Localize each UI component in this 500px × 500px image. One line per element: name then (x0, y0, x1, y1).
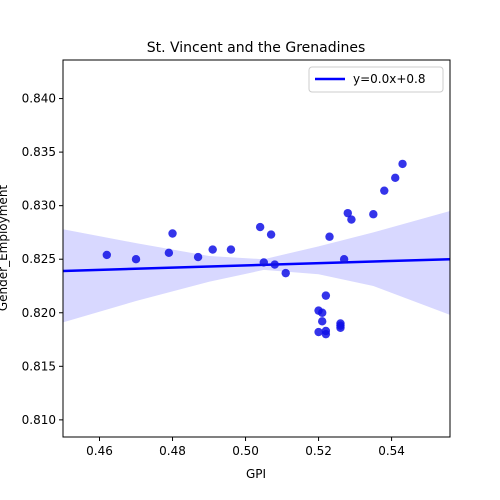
data-point (380, 186, 389, 195)
y-tick-label: 0.820 (22, 306, 56, 320)
data-point (164, 248, 174, 257)
data-point (321, 329, 331, 339)
y-tick-label: 0.835 (22, 145, 56, 159)
data-point (339, 255, 349, 264)
data-point (131, 255, 141, 264)
data-point (314, 327, 323, 337)
plot-area (63, 159, 450, 339)
x-tick-label: 0.50 (232, 444, 259, 458)
y-tick-label: 0.840 (22, 92, 56, 106)
data-point (102, 250, 112, 260)
data-point (336, 323, 345, 332)
data-point (343, 208, 352, 218)
scatter-points (102, 159, 407, 339)
x-tick-label: 0.54 (378, 444, 405, 458)
data-point (318, 308, 327, 317)
data-point (259, 258, 269, 267)
data-point (369, 210, 378, 219)
y-tick-label: 0.810 (22, 413, 56, 427)
data-point (255, 222, 265, 232)
data-point (318, 317, 327, 326)
data-point (281, 268, 290, 278)
data-point (208, 245, 217, 254)
data-point (193, 252, 203, 262)
data-point (398, 159, 407, 169)
data-point (347, 215, 356, 224)
y-tick-label: 0.815 (22, 359, 56, 373)
x-axis-ticks: 0.46 0.48 0.50 0.52 0.54 (86, 437, 405, 458)
data-point (325, 232, 334, 241)
y-axis-ticks: 0.810 0.815 0.820 0.825 0.830 0.835 0.840 (22, 92, 63, 427)
legend: y=0.0x+0.8 (308, 66, 444, 93)
data-point (391, 173, 400, 183)
x-axis-label: GPI (246, 467, 266, 481)
legend-box (308, 66, 444, 93)
x-tick-label: 0.48 (159, 444, 186, 458)
axes-frame (62, 59, 451, 438)
data-point (168, 229, 177, 238)
x-tick-label: 0.52 (305, 444, 332, 458)
data-point (266, 230, 276, 239)
chart-title: St. Vincent and the Grenadines (147, 40, 366, 56)
y-tick-label: 0.830 (22, 199, 56, 213)
confidence-band (63, 211, 450, 323)
legend-label: y=0.0x+0.8 (353, 72, 425, 86)
regression-line (63, 257, 450, 273)
y-tick-label: 0.825 (22, 252, 56, 266)
x-tick-label: 0.46 (86, 444, 113, 458)
data-point (270, 260, 279, 269)
data-point (226, 245, 236, 254)
data-point (321, 291, 331, 300)
y-axis-label: Gender_Employment (0, 185, 10, 312)
